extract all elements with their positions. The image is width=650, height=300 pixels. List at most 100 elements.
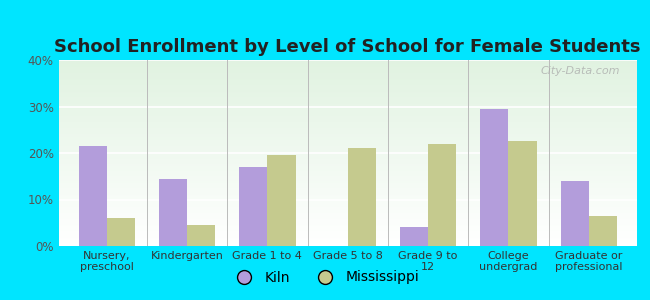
Bar bbox=[58, 102, 637, 103]
Bar bbox=[58, 174, 637, 175]
Bar bbox=[58, 161, 637, 162]
Bar bbox=[58, 154, 637, 155]
Bar bbox=[58, 218, 637, 219]
Bar bbox=[58, 72, 637, 73]
Bar bbox=[58, 113, 637, 114]
Bar bbox=[79, 146, 107, 246]
Bar bbox=[58, 139, 637, 140]
Bar bbox=[58, 115, 637, 116]
Bar bbox=[58, 169, 637, 170]
Bar bbox=[58, 195, 637, 196]
Bar bbox=[58, 119, 637, 120]
Bar bbox=[58, 80, 637, 81]
Bar bbox=[58, 202, 637, 203]
Bar bbox=[58, 206, 637, 207]
Bar bbox=[58, 140, 637, 141]
Bar bbox=[58, 92, 637, 94]
Bar bbox=[58, 212, 637, 214]
Bar bbox=[267, 155, 296, 246]
Bar bbox=[58, 203, 637, 204]
Bar bbox=[58, 197, 637, 198]
Bar bbox=[58, 175, 637, 176]
Bar bbox=[58, 160, 637, 161]
Bar bbox=[58, 215, 637, 216]
Bar bbox=[58, 117, 637, 118]
Bar bbox=[58, 233, 637, 234]
Bar bbox=[58, 160, 637, 161]
Bar bbox=[58, 234, 637, 235]
Bar bbox=[58, 83, 637, 84]
Bar bbox=[58, 126, 637, 127]
Bar bbox=[58, 210, 637, 211]
Bar bbox=[58, 204, 637, 205]
Bar bbox=[58, 97, 637, 98]
Bar bbox=[58, 168, 637, 169]
Bar bbox=[58, 217, 637, 218]
Bar bbox=[58, 79, 637, 80]
Bar bbox=[58, 66, 637, 67]
Bar bbox=[58, 227, 637, 228]
Title: School Enrollment by Level of School for Female Students: School Enrollment by Level of School for… bbox=[55, 38, 641, 56]
Bar bbox=[58, 167, 637, 168]
Bar bbox=[58, 147, 637, 148]
Bar bbox=[58, 82, 637, 83]
Bar bbox=[58, 87, 637, 88]
Bar bbox=[58, 208, 637, 209]
Bar bbox=[58, 172, 637, 173]
Bar bbox=[58, 238, 637, 239]
Bar bbox=[58, 116, 637, 117]
Bar bbox=[58, 142, 637, 143]
Bar bbox=[58, 157, 637, 158]
Bar bbox=[58, 155, 637, 156]
Bar bbox=[58, 166, 637, 167]
Bar bbox=[561, 181, 589, 246]
Bar bbox=[58, 185, 637, 187]
Bar bbox=[400, 227, 428, 246]
Bar bbox=[58, 90, 637, 91]
Bar bbox=[58, 187, 637, 188]
Bar bbox=[58, 146, 637, 147]
Bar bbox=[58, 221, 637, 222]
Bar bbox=[58, 150, 637, 151]
Bar bbox=[58, 189, 637, 190]
Bar bbox=[58, 76, 637, 77]
Bar bbox=[58, 199, 637, 200]
Bar bbox=[58, 138, 637, 139]
Bar bbox=[58, 104, 637, 105]
Bar bbox=[58, 111, 637, 112]
Bar bbox=[58, 149, 637, 150]
Bar bbox=[58, 100, 637, 101]
Bar bbox=[58, 177, 637, 178]
Bar bbox=[58, 135, 637, 136]
Bar bbox=[58, 88, 637, 89]
Bar bbox=[58, 68, 637, 69]
Bar bbox=[58, 101, 637, 102]
Bar bbox=[348, 148, 376, 246]
Bar bbox=[58, 148, 637, 149]
Bar bbox=[58, 106, 637, 107]
Bar bbox=[58, 99, 637, 100]
Bar bbox=[58, 137, 637, 138]
Bar bbox=[58, 109, 637, 110]
Bar bbox=[58, 105, 637, 106]
Bar bbox=[58, 107, 637, 108]
Bar bbox=[58, 220, 637, 221]
Bar bbox=[58, 75, 637, 76]
Bar bbox=[58, 91, 637, 92]
Bar bbox=[58, 164, 637, 165]
Bar bbox=[58, 134, 637, 135]
Bar bbox=[58, 158, 637, 159]
Bar bbox=[58, 114, 637, 115]
Bar bbox=[58, 71, 637, 72]
Bar bbox=[58, 67, 637, 68]
Bar bbox=[58, 96, 637, 97]
Bar bbox=[58, 132, 637, 133]
Text: City-Data.com: City-Data.com bbox=[540, 66, 619, 76]
Bar bbox=[58, 131, 637, 132]
Bar bbox=[58, 200, 637, 201]
Bar bbox=[58, 188, 637, 189]
Bar bbox=[58, 143, 637, 144]
Bar bbox=[58, 226, 637, 227]
Bar bbox=[58, 78, 637, 79]
Bar bbox=[58, 81, 637, 82]
